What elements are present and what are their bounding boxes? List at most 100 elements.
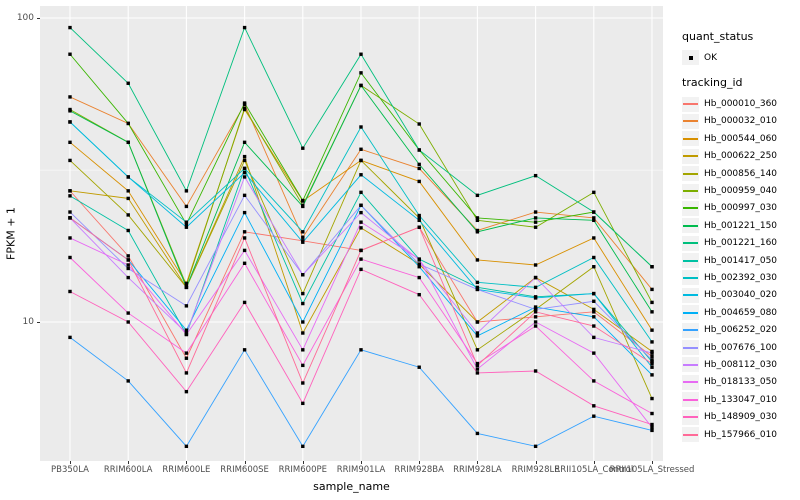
legend-item-tracking: Hb_000856_140	[682, 165, 798, 182]
data-point	[184, 283, 189, 288]
legend-title-tracking-id: tracking_id	[682, 76, 743, 90]
data-point	[533, 210, 538, 214]
line-key-icon	[682, 427, 699, 442]
legend-item-label: Hb_018133_050	[704, 377, 778, 388]
data-point	[417, 148, 421, 152]
data-point	[301, 331, 305, 335]
line-key-icon	[682, 409, 699, 425]
legend-item-tracking: Hb_018133_050	[682, 374, 798, 391]
data-point	[592, 315, 596, 319]
data-point	[184, 332, 189, 337]
x-tick-label: RRIM928LA	[453, 465, 502, 475]
data-point	[68, 109, 72, 113]
line-key-icon	[682, 270, 699, 286]
data-point	[242, 25, 247, 30]
data-point	[242, 261, 247, 265]
data-point	[301, 363, 305, 368]
data-point	[359, 158, 363, 163]
data-point	[126, 81, 130, 85]
plot-panel	[40, 6, 663, 461]
x-tick-label: RRIM600SE	[220, 465, 269, 475]
data-point	[184, 356, 189, 360]
data-point	[301, 301, 305, 306]
x-tick-mark	[477, 461, 479, 464]
data-point	[68, 236, 72, 240]
legend-item-label: Hb_000856_140	[704, 168, 778, 179]
data-point	[475, 280, 480, 285]
data-point	[533, 225, 538, 229]
data-point	[650, 310, 654, 314]
data-point	[126, 311, 130, 315]
x-tick-label: RRIM928BA	[394, 465, 444, 475]
data-point	[650, 340, 654, 344]
line-key-icon	[682, 392, 699, 408]
data-point	[592, 310, 596, 314]
data-point	[592, 324, 596, 328]
line-key-icon	[682, 218, 699, 234]
data-point	[242, 193, 247, 198]
data-point	[126, 196, 130, 201]
data-point	[359, 173, 363, 177]
data-point	[184, 304, 189, 308]
data-point	[417, 262, 421, 266]
data-point	[592, 379, 596, 383]
data-point	[417, 292, 421, 297]
legend-item-label: OK	[704, 52, 717, 63]
data-point	[592, 210, 596, 214]
data-point	[359, 226, 363, 230]
data-point	[184, 444, 189, 449]
line-key-icon	[682, 253, 699, 269]
plot-area	[40, 6, 663, 461]
data-point	[68, 120, 72, 124]
legend-item-label: Hb_000997_030	[704, 203, 778, 214]
line-key-icon	[682, 287, 699, 303]
data-point	[184, 222, 189, 226]
data-point	[184, 225, 189, 229]
data-point	[650, 373, 654, 377]
data-point	[359, 257, 363, 261]
data-point	[126, 275, 130, 280]
data-point	[475, 216, 480, 220]
line-key-icon	[682, 357, 699, 373]
line-key-icon	[682, 235, 699, 251]
data-point	[184, 220, 189, 224]
y-tick-mark	[37, 18, 40, 19]
legend-item-label: Hb_003040_020	[704, 290, 778, 301]
line-key-icon	[682, 374, 699, 390]
data-point	[359, 190, 363, 195]
data-point	[650, 425, 654, 430]
data-point	[126, 189, 130, 193]
legend-item-tracking: Hb_001221_150	[682, 217, 798, 234]
data-point	[126, 140, 130, 145]
data-point	[242, 140, 247, 145]
legend-item-ok: OK	[682, 49, 798, 66]
line-key-icon	[682, 322, 699, 338]
data-point	[650, 287, 654, 292]
data-point	[126, 266, 130, 271]
data-point	[184, 285, 189, 290]
data-point	[475, 361, 480, 366]
line-key-icon	[682, 305, 699, 321]
data-point	[592, 335, 596, 340]
data-point	[184, 328, 189, 332]
data-point	[533, 324, 538, 328]
legend-item-label: Hb_157966_010	[704, 429, 778, 440]
data-point	[301, 291, 305, 296]
data-point	[242, 300, 247, 305]
data-point	[68, 52, 72, 56]
data-point	[242, 158, 247, 163]
data-point	[650, 396, 654, 401]
data-point	[242, 236, 247, 240]
data-point	[475, 348, 480, 352]
data-point	[301, 401, 305, 406]
legend-item-label: Hb_004659_080	[704, 307, 778, 318]
data-point	[417, 218, 421, 223]
legend-item-label: Hb_001221_150	[704, 220, 778, 231]
x-tick-mark	[535, 461, 537, 464]
data-point	[184, 351, 189, 355]
legend-item-label: Hb_002392_030	[704, 272, 778, 283]
data-point	[417, 225, 421, 229]
data-point	[533, 216, 538, 220]
data-point	[475, 334, 480, 338]
data-point	[242, 210, 247, 215]
